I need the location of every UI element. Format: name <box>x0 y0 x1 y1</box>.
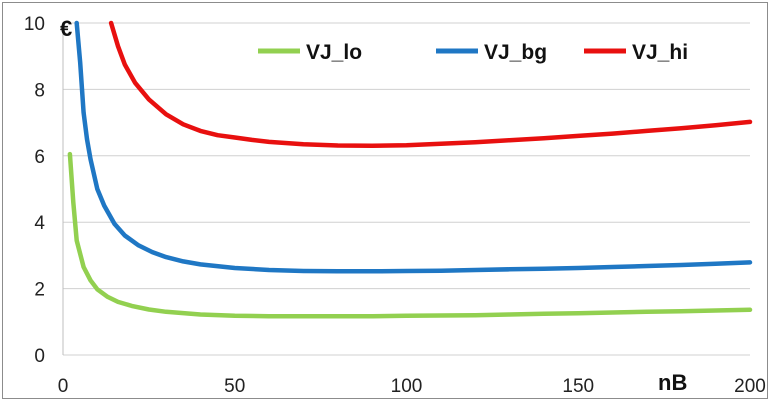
y-tick-label: 2 <box>34 280 45 301</box>
series-line-VJ_hi <box>108 20 753 149</box>
y-tick-label: 4 <box>34 213 45 234</box>
x-tick-label: 0 <box>58 376 69 397</box>
series-line-VJ_bg <box>74 20 753 274</box>
y-tick-label: 10 <box>24 14 45 35</box>
y-tick-label: 0 <box>34 346 45 367</box>
series-line-VJ_lo <box>67 151 753 319</box>
legend: VJ_lo VJ_bg VJ_hi <box>258 41 688 64</box>
chart-frame <box>2 2 768 399</box>
y-axis-label: € <box>60 16 72 41</box>
series-lines <box>67 20 753 319</box>
y-tick-label: 6 <box>34 147 45 168</box>
x-tick-label: 50 <box>224 376 245 397</box>
legend-label-VJ_lo: VJ_lo <box>306 41 362 64</box>
y-tick-label: 8 <box>34 80 45 101</box>
x-tick-label: 100 <box>391 376 423 397</box>
legend-label-VJ_bg: VJ_bg <box>484 41 547 64</box>
x-tick-label: 150 <box>562 376 594 397</box>
legend-label-VJ_hi: VJ_hi <box>632 41 688 64</box>
x-axis-label: nB <box>658 370 687 395</box>
y-tick-labels: 0 2 4 6 8 10 <box>24 14 46 367</box>
gridlines <box>63 22 750 356</box>
x-tick-label: 200 <box>734 376 766 397</box>
x-tick-labels: 0 50 100 150 200 <box>58 376 766 397</box>
